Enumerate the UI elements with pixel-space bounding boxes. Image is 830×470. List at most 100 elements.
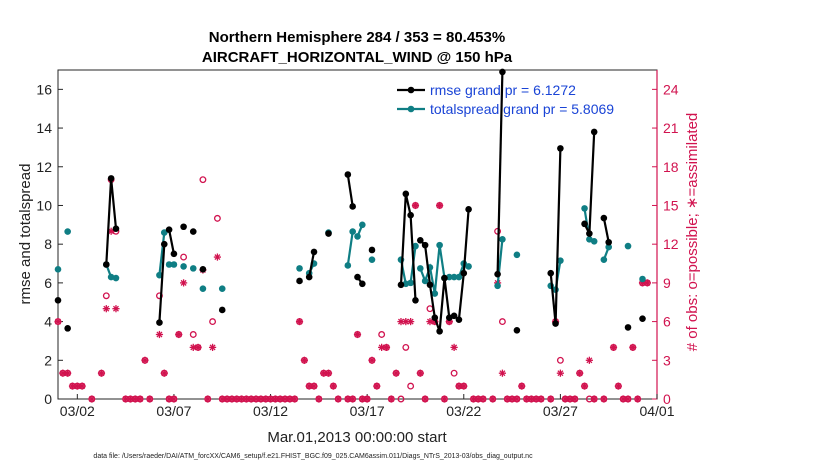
- obs-assimilated-marker: [310, 382, 318, 390]
- obs-assimilated-marker: [247, 395, 255, 403]
- rmse-point: [310, 248, 318, 256]
- obs-assimilated-marker: [353, 330, 362, 339]
- obs-assimilated-marker: [54, 317, 62, 326]
- totalspread-line: [158, 232, 166, 276]
- obs-possible-marker: [402, 343, 410, 351]
- obs-possible-marker: [199, 176, 207, 184]
- y-tick-label: 6: [44, 275, 52, 291]
- totalspread-point: [421, 277, 429, 285]
- totalspread-point: [189, 265, 197, 272]
- obs-assimilated-marker: [329, 382, 337, 390]
- obs-assimilated-marker: [489, 395, 497, 403]
- rmse-point: [64, 325, 71, 332]
- obs-possible-marker: [556, 356, 564, 364]
- obs-assimilated-marker: [194, 343, 202, 351]
- obs-assimilated-marker: [440, 395, 449, 403]
- rmse-point: [455, 316, 463, 323]
- totalspread-point: [450, 273, 458, 281]
- obs-assimilated-marker: [349, 395, 357, 403]
- rmse-point: [494, 270, 501, 278]
- x-tick-label: 03/07: [156, 403, 191, 419]
- rmse-point: [305, 273, 313, 281]
- obs-assimilated-marker: [315, 395, 323, 403]
- y-right-tick-label: 6: [663, 314, 671, 330]
- obs-assimilated-marker: [97, 369, 106, 377]
- obs-assimilated-marker: [561, 395, 569, 403]
- obs-assimilated-marker: [363, 395, 371, 403]
- obs-assimilated-marker: [455, 382, 463, 390]
- obs-assimilated-marker: [112, 305, 120, 313]
- rmse-point: [460, 269, 468, 277]
- obs-assimilated-marker: [556, 369, 564, 377]
- rmse-point: [103, 261, 110, 268]
- rmse-point: [450, 312, 458, 320]
- obs-assimilated-marker: [585, 356, 593, 364]
- obs-markers: [54, 176, 651, 403]
- obs-assimilated-marker: [213, 253, 222, 261]
- legend-spread-marker: [407, 105, 415, 113]
- obs-assimilated-marker: [136, 395, 144, 403]
- obs-assimilated-marker: [334, 395, 342, 403]
- rmse-point: [431, 314, 439, 322]
- y-right-tick-label: 18: [663, 159, 679, 175]
- rmse-point: [586, 230, 593, 237]
- totalspread-point: [160, 229, 168, 236]
- obs-assimilated-marker: [571, 395, 579, 403]
- rmse-point: [325, 230, 332, 237]
- obs-assimilated-marker: [88, 395, 96, 403]
- obs-assimilated-marker: [392, 369, 400, 377]
- obs-assimilated-marker: [629, 343, 637, 351]
- obs-assimilated-marker: [155, 330, 164, 339]
- y-right-tick-label: 0: [663, 391, 671, 407]
- obs-assimilated-marker: [614, 382, 622, 390]
- rmse-point: [170, 250, 178, 258]
- obs-assimilated-marker: [204, 395, 212, 403]
- obs-assimilated-marker: [537, 395, 545, 403]
- legend-spread-label: totalspread grand pr = 5.8069: [430, 101, 614, 117]
- rmse-point: [639, 315, 646, 322]
- obs-assimilated-marker: [189, 343, 197, 351]
- totalspread-point: [436, 241, 443, 249]
- y-axis-label: rmse and totalspread: [17, 164, 34, 305]
- x-tick-label: 04/01: [639, 403, 674, 419]
- rmse-point: [344, 171, 352, 178]
- totalspread-line: [496, 239, 504, 286]
- left-axis: 0 2 4 6 8 10 12 14 16: [36, 81, 63, 407]
- totalspread-point: [54, 266, 62, 273]
- rmse-series: [54, 68, 646, 335]
- obs-assimilated-marker: [141, 356, 149, 364]
- rmse-line: [399, 193, 417, 301]
- totalspread-point: [513, 251, 521, 259]
- obs-assimilated-marker: [373, 382, 381, 390]
- obs-assimilated-marker: [460, 382, 468, 390]
- totalspread-point: [624, 242, 632, 250]
- rmse-point: [436, 327, 443, 335]
- rmse-point: [112, 225, 120, 232]
- obs-possible-marker: [209, 318, 217, 326]
- obs-assimilated-marker: [513, 395, 521, 403]
- totalspread-point: [557, 257, 564, 264]
- y-tick-label: 4: [44, 314, 52, 330]
- y-right-tick-label: 12: [663, 236, 679, 252]
- obs-assimilated-marker: [170, 395, 178, 403]
- totalspread-point: [359, 221, 366, 229]
- obs-assimilated-marker: [146, 395, 154, 403]
- obs-possible-marker: [378, 331, 386, 338]
- obs-assimilated-marker: [634, 395, 642, 403]
- obs-assimilated-marker: [281, 395, 289, 403]
- obs-assimilated-marker: [619, 395, 627, 403]
- totalspread-point: [590, 237, 598, 245]
- obs-possible-marker: [102, 292, 110, 300]
- obs-assimilated-marker: [479, 395, 487, 403]
- obs-assimilated-marker: [175, 330, 183, 339]
- obs-assimilated-marker: [208, 343, 217, 351]
- obs-assimilated-marker: [498, 369, 507, 377]
- rmse-point: [552, 320, 559, 327]
- chart-subtitle: AIRCRAFT_HORIZONTAL_WIND @ 150 hPa: [202, 49, 513, 66]
- rmse-point: [156, 319, 163, 326]
- totalspread-point: [581, 205, 588, 212]
- obs-assimilated-marker: [179, 279, 188, 287]
- y-right-tick-label: 3: [663, 352, 671, 368]
- y-tick-label: 8: [44, 236, 52, 252]
- rmse-point: [624, 324, 632, 331]
